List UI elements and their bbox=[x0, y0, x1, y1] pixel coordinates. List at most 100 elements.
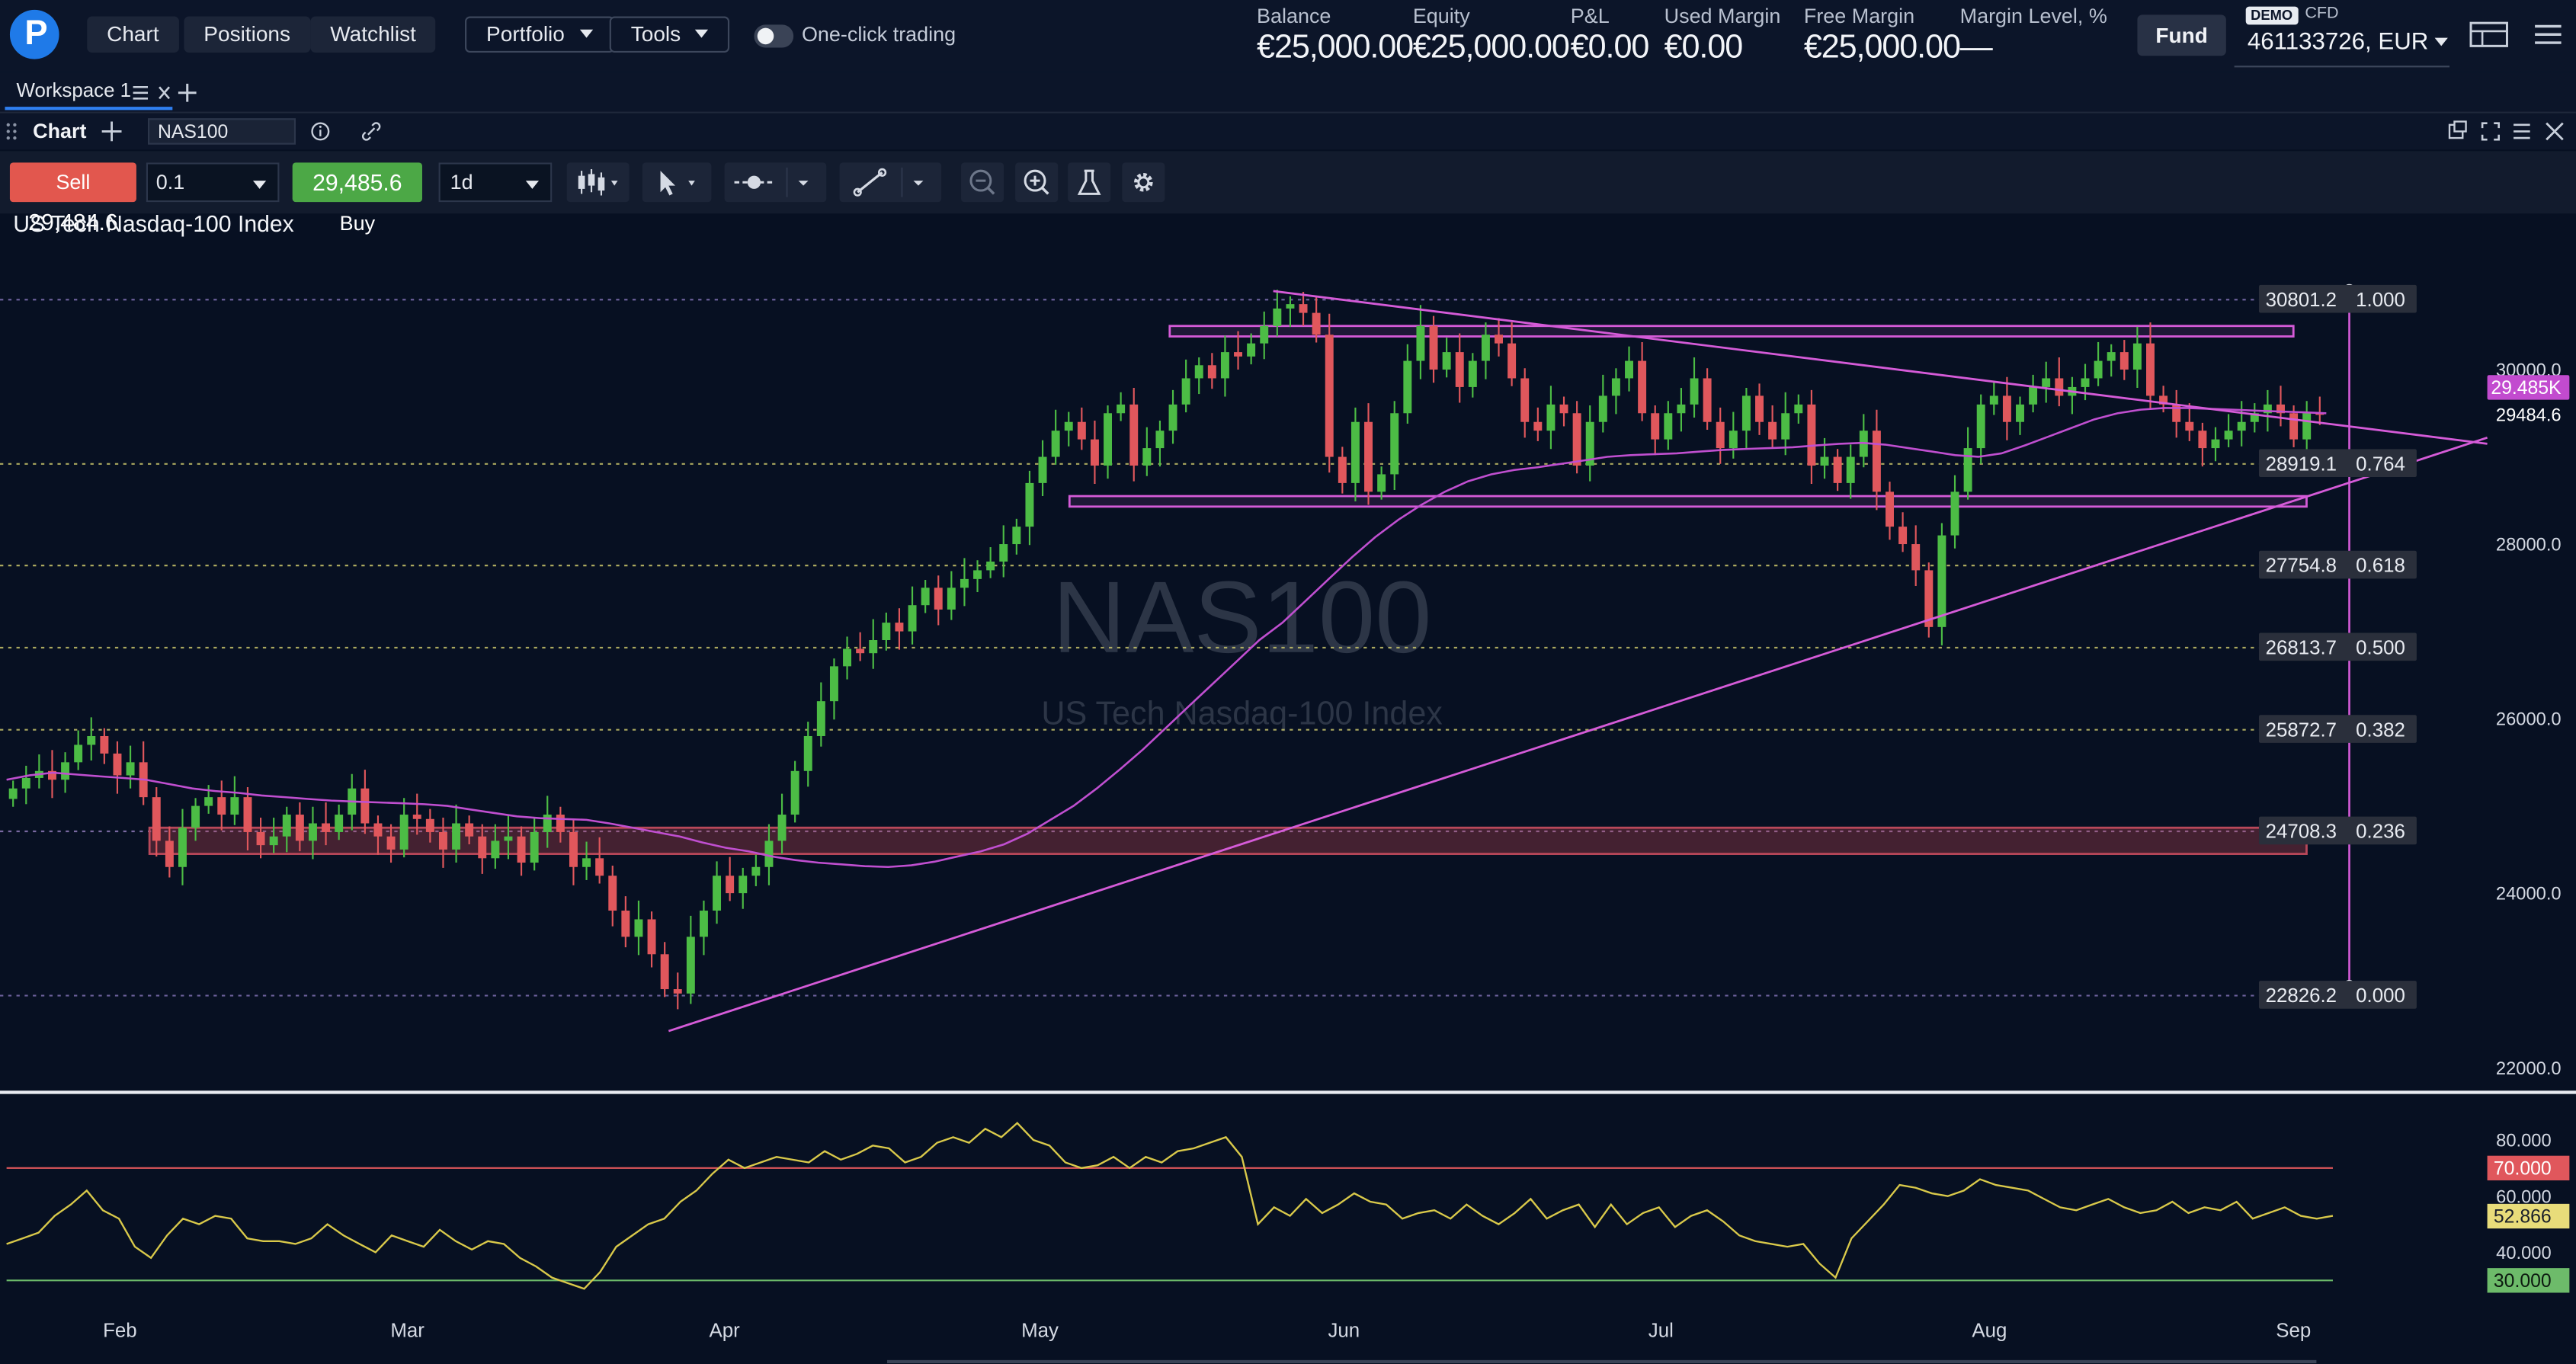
fibonacci-labels: 30801.2 1.000 28919.1 0.764 27754.8 0.618 2681… bbox=[2258, 284, 2417, 1009]
layout-icon[interactable] bbox=[2469, 20, 2512, 50]
chart-panel-title: Chart bbox=[33, 120, 87, 143]
bull-candle bbox=[790, 770, 799, 815]
bull-candle bbox=[1117, 404, 1126, 414]
maximize-icon[interactable] bbox=[2481, 122, 2500, 141]
workspace-tab-label: Workspace 1 bbox=[16, 78, 132, 102]
nav-chart-button[interactable]: Chart bbox=[87, 16, 179, 53]
panel-window-controls bbox=[2448, 120, 2564, 141]
bear-candle bbox=[608, 876, 617, 911]
popout-icon[interactable] bbox=[2448, 120, 2467, 139]
price-axis-tick: 22000.0 bbox=[2496, 1059, 2562, 1079]
bull-candle bbox=[699, 911, 708, 937]
menu-icon[interactable] bbox=[2532, 20, 2565, 50]
active-tab-indicator bbox=[5, 107, 173, 110]
bear-candle bbox=[1495, 335, 1503, 344]
bull-candle bbox=[1989, 395, 1998, 405]
portfolio-dropdown[interactable]: Portfolio bbox=[465, 16, 614, 53]
bear-candle bbox=[1572, 413, 1581, 466]
workspace-close-icon[interactable] bbox=[159, 86, 171, 100]
bull-candle bbox=[1950, 491, 1959, 536]
bull-candle bbox=[269, 836, 278, 846]
current-price-label: 29484.6 bbox=[2496, 406, 2562, 426]
time-axis-tick: Mar bbox=[390, 1321, 425, 1342]
bear-candle bbox=[360, 788, 370, 824]
bear-candle bbox=[1455, 352, 1464, 387]
time-axis-tick: Apr bbox=[709, 1321, 740, 1342]
quantity-select[interactable]: 0.1 bbox=[146, 162, 280, 203]
bear-candle bbox=[217, 797, 226, 815]
account-type-label: CFD bbox=[2305, 5, 2339, 24]
zoom-out-button[interactable] bbox=[961, 162, 1004, 203]
indicators-button[interactable] bbox=[1068, 162, 1111, 203]
timeframe-select[interactable]: 1d bbox=[438, 162, 553, 203]
portfolio-label: Portfolio bbox=[486, 21, 565, 46]
trendline-layer bbox=[668, 290, 2488, 1033]
chart-type-button[interactable] bbox=[566, 162, 630, 203]
bear-candle bbox=[1520, 378, 1530, 422]
cursor-tool-button[interactable] bbox=[642, 162, 712, 203]
brand-logo[interactable]: P bbox=[9, 9, 59, 59]
buy-price: 29,485.6 bbox=[312, 169, 402, 196]
rsi-layer bbox=[6, 1122, 2334, 1290]
time-axis-tick: Jul bbox=[1648, 1321, 1674, 1342]
moving-average-layer bbox=[6, 407, 2327, 869]
bull-candle bbox=[1625, 360, 1633, 379]
bull-candle bbox=[1142, 448, 1152, 466]
bull-candle bbox=[1546, 404, 1556, 431]
bear-candle bbox=[1703, 378, 1712, 422]
bull-candle bbox=[61, 762, 70, 780]
bear-candle bbox=[556, 815, 565, 832]
chart-settings-button[interactable] bbox=[1122, 162, 1165, 203]
demo-badge: DEMO bbox=[2245, 6, 2298, 25]
link-icon[interactable] bbox=[360, 120, 383, 142]
resistance-zone bbox=[1168, 325, 2295, 338]
fund-button[interactable]: Fund bbox=[2137, 14, 2226, 56]
bear-candle bbox=[1886, 491, 1894, 527]
fib-level-ratio: 1.000 bbox=[2356, 290, 2405, 311]
bear-candle bbox=[322, 823, 331, 832]
bull-candle bbox=[1820, 456, 1829, 466]
account-selector[interactable]: 461133726, EUR bbox=[2248, 30, 2449, 56]
bull-candle bbox=[816, 701, 825, 736]
price-chart[interactable]: NAS100 US Tech Nasdaq-100 Index 30801.2 1… bbox=[0, 215, 2576, 1090]
buy-button[interactable]: 29,485.6 Buy bbox=[292, 162, 422, 235]
one-click-trading-toggle[interactable] bbox=[754, 24, 794, 48]
tools-dropdown[interactable]: Tools bbox=[609, 16, 730, 53]
bear-candle bbox=[726, 876, 735, 894]
balance-label: Balance bbox=[1257, 5, 1331, 28]
bear-candle bbox=[1234, 352, 1243, 357]
workspace-tab[interactable]: Workspace 1 bbox=[17, 78, 131, 101]
time-axis-tick: Feb bbox=[103, 1321, 137, 1342]
nav-positions-button[interactable]: Positions bbox=[184, 16, 310, 53]
drawing-tools-button[interactable] bbox=[724, 162, 827, 203]
pane-separator[interactable] bbox=[0, 1090, 2576, 1094]
used-margin-value: €0.00 bbox=[1664, 29, 1744, 66]
bear-candle bbox=[47, 770, 56, 780]
add-workspace-icon[interactable] bbox=[178, 83, 197, 102]
bear-candle bbox=[2315, 413, 2324, 415]
descending-trendline bbox=[1273, 290, 2488, 445]
panel-menu-icon[interactable] bbox=[2514, 123, 2530, 139]
bear-candle bbox=[1559, 404, 1568, 414]
trendline-icon bbox=[853, 167, 924, 197]
fib-label-box bbox=[2258, 981, 2417, 1009]
nav-watchlist-button[interactable]: Watchlist bbox=[310, 16, 436, 53]
sell-button[interactable]: Sell 29,484.6 bbox=[9, 162, 136, 235]
close-panel-icon[interactable] bbox=[2546, 122, 2564, 141]
drag-handle-icon[interactable] bbox=[5, 122, 18, 142]
trendline-tool-button[interactable] bbox=[839, 162, 942, 203]
quantity-value: 0.1 bbox=[155, 171, 185, 194]
zoom-in-icon bbox=[1024, 169, 1049, 195]
bull-candle bbox=[1025, 482, 1034, 527]
add-chart-icon[interactable] bbox=[100, 121, 123, 142]
symbol-search-input[interactable]: NAS100 bbox=[148, 118, 296, 145]
bull-candle bbox=[491, 840, 500, 859]
bull-candle bbox=[126, 762, 135, 776]
chevron-down-icon bbox=[2435, 37, 2449, 46]
zoom-in-button[interactable] bbox=[1015, 162, 1059, 203]
info-icon[interactable] bbox=[309, 120, 332, 142]
workspace-menu-icon[interactable] bbox=[133, 85, 149, 100]
bull-candle bbox=[921, 588, 930, 606]
